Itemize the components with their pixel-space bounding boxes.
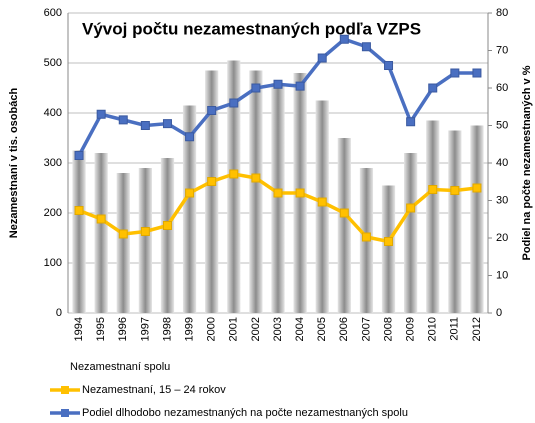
point xyxy=(317,53,327,63)
point xyxy=(185,132,195,142)
point xyxy=(251,173,261,183)
point xyxy=(273,79,283,89)
point xyxy=(229,169,239,179)
x-tick-label: 1997 xyxy=(139,317,151,341)
bar xyxy=(94,153,108,313)
x-tick-label: 1994 xyxy=(73,317,85,341)
point xyxy=(450,186,460,195)
bar xyxy=(249,70,263,313)
x-tick-label: 2012 xyxy=(471,317,483,341)
x-tick-label: 2003 xyxy=(272,317,284,341)
bar xyxy=(470,125,484,313)
legend-label: Nezamestnaní spolu xyxy=(70,361,170,373)
legend-label: Podiel dlhodobo nezamestnaných na počte … xyxy=(82,407,408,419)
point xyxy=(207,106,217,115)
point xyxy=(406,203,416,213)
bar xyxy=(72,150,86,313)
point xyxy=(428,185,438,194)
y-tick-label: 500 xyxy=(44,57,62,69)
x-tick-label: 2010 xyxy=(427,317,439,341)
bar xyxy=(138,168,152,313)
y-tick-label: 0 xyxy=(56,307,62,319)
legend-marker xyxy=(61,386,69,394)
point xyxy=(339,208,349,218)
bar xyxy=(448,130,462,313)
x-tick-label: 2007 xyxy=(360,317,372,341)
bar xyxy=(426,120,440,313)
y2-tick-label: 70 xyxy=(496,44,508,56)
point xyxy=(384,61,394,70)
x-tick-label: 1995 xyxy=(95,317,107,341)
point xyxy=(185,188,195,198)
point xyxy=(472,183,482,193)
legend-label: Nezamestnaní, 15 – 24 rokov xyxy=(82,384,226,396)
y-tick-label: 400 xyxy=(44,107,62,119)
y2-tick-label: 10 xyxy=(496,269,508,281)
point xyxy=(428,83,438,93)
bar xyxy=(337,138,351,313)
legend-marker xyxy=(61,409,69,417)
point xyxy=(339,34,349,44)
point xyxy=(118,115,128,125)
point xyxy=(406,117,416,127)
x-tick-label: 2006 xyxy=(338,317,350,341)
point xyxy=(295,81,305,91)
point xyxy=(295,188,305,198)
x-tick-label: 2008 xyxy=(382,317,394,341)
point xyxy=(450,68,460,78)
point xyxy=(251,83,261,93)
bar xyxy=(381,185,396,313)
x-tick-label: 1998 xyxy=(161,317,173,341)
point xyxy=(96,214,106,224)
point xyxy=(207,177,217,186)
point xyxy=(140,121,150,130)
bar xyxy=(160,158,175,313)
y-tick-label: 300 xyxy=(44,157,62,169)
x-tick-label: 1999 xyxy=(183,317,195,341)
y2-tick-label: 40 xyxy=(496,157,508,169)
x-tick-label: 1996 xyxy=(117,317,129,341)
x-tick-label: 2001 xyxy=(228,317,240,341)
bar xyxy=(404,153,418,313)
x-tick-label: 2004 xyxy=(294,317,306,341)
point xyxy=(118,229,128,239)
point xyxy=(317,197,327,207)
point xyxy=(273,188,283,198)
y2-axis-title: Podiel na počte nezamestnaných v % xyxy=(521,65,533,260)
bar xyxy=(271,83,285,313)
point xyxy=(96,109,106,119)
bar xyxy=(116,173,130,313)
y-tick-label: 200 xyxy=(44,207,62,219)
bar xyxy=(205,70,219,313)
y-axis-title: Nezamestnaní v tis. osobách xyxy=(8,88,20,239)
point xyxy=(384,237,394,246)
y2-tick-label: 50 xyxy=(496,119,508,131)
x-tick-label: 2002 xyxy=(250,317,262,341)
bar xyxy=(227,60,241,313)
x-tick-label: 2011 xyxy=(449,317,461,341)
y2-tick-label: 20 xyxy=(496,232,508,244)
bar xyxy=(315,100,329,313)
bar xyxy=(182,105,197,313)
y2-tick-label: 60 xyxy=(496,82,508,94)
point xyxy=(162,221,172,230)
point xyxy=(140,227,150,236)
x-tick-label: 2009 xyxy=(405,317,417,341)
y2-tick-label: 30 xyxy=(496,194,508,206)
point xyxy=(74,151,84,160)
chart-title: Vývoj počtu nezamestnaných podľa VZPS xyxy=(82,19,421,38)
x-tick-label: 2005 xyxy=(316,317,328,341)
y-tick-label: 100 xyxy=(44,257,62,269)
point xyxy=(229,98,239,108)
x-tick-label: 2000 xyxy=(206,317,218,341)
y2-tick-label: 80 xyxy=(496,7,508,19)
point xyxy=(472,68,482,78)
y2-tick-label: 0 xyxy=(496,307,502,319)
point xyxy=(162,119,172,129)
point xyxy=(74,206,84,215)
point xyxy=(361,42,371,52)
point xyxy=(361,232,371,242)
y-tick-label: 600 xyxy=(44,7,62,19)
